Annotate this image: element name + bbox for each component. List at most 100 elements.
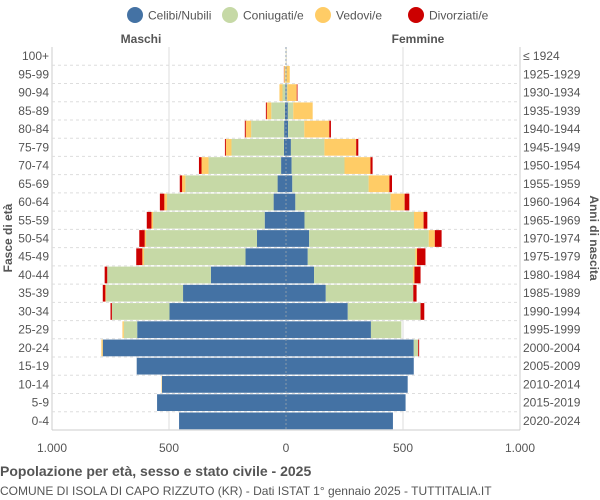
birth-year-label: 2005-2009	[523, 359, 581, 373]
birth-year-label: 1930-1934	[523, 86, 581, 100]
bar-female-2-90-94	[287, 84, 297, 101]
x-tick-label: 0	[283, 441, 290, 455]
bar-female-2-45-49	[415, 248, 418, 266]
bar-female-0-60-64	[286, 193, 296, 211]
bar-female-0-5-9	[286, 394, 406, 412]
bar-male-0-75-79	[283, 138, 286, 156]
bar-female-0-15-19	[286, 357, 414, 375]
birth-year-label: 1945-1949	[523, 140, 581, 154]
age-label: 5-9	[32, 396, 50, 410]
bar-male-3-80-84	[244, 120, 246, 138]
birth-year-label: ≤ 1924	[523, 49, 560, 63]
legend-marker	[127, 7, 143, 23]
birth-year-label: 1935-1939	[523, 104, 581, 118]
x-tick-label: 1.000	[505, 441, 535, 455]
bar-male-1-60-64	[166, 193, 274, 211]
bar-female-3-75-79	[356, 138, 359, 156]
bar-male-3-35-39	[102, 284, 106, 302]
bar-male-0-15-19	[136, 357, 286, 375]
bar-male-3-40-44	[104, 266, 108, 284]
bar-male-2-55-59	[151, 211, 154, 229]
bar-male-1-95-99	[285, 65, 286, 83]
bar-male-3-65-69	[179, 175, 183, 193]
bar-female-3-30-34	[420, 303, 425, 320]
bar-male-3-30-34	[110, 303, 112, 320]
bar-female-1-60-64	[295, 193, 391, 211]
legend-label: Celibi/Nubili	[148, 9, 211, 23]
legend-marker	[315, 7, 331, 23]
bar-female-1-35-39	[325, 284, 414, 302]
bar-male-3-50-54	[139, 230, 145, 247]
birth-year-label: 1995-1999	[523, 323, 581, 337]
bar-female-0-45-49	[286, 248, 308, 266]
bar-male-2-95-99	[284, 65, 286, 83]
age-label: 95-99	[18, 67, 49, 81]
bar-male-3-45-49	[136, 248, 143, 266]
bar-male-1-30-34	[111, 303, 170, 320]
age-label: 100+	[22, 49, 49, 63]
age-label: 15-19	[18, 359, 49, 373]
bar-female-2-55-59	[413, 211, 424, 229]
bar-female-1-20-24	[413, 339, 419, 357]
age-label: 45-49	[18, 250, 49, 264]
bar-male-2-25-29	[122, 321, 124, 339]
bar-male-1-85-89	[271, 102, 285, 120]
bar-male-0-65-69	[277, 175, 286, 193]
age-label: 90-94	[18, 86, 49, 100]
legend-marker	[222, 7, 238, 23]
bar-female-3-60-64	[404, 193, 410, 211]
birth-year-label: 1965-1969	[523, 213, 581, 227]
bar-female-0-80-84	[286, 120, 289, 138]
bar-male-3-85-89	[265, 102, 267, 120]
y-axis-title-right: Anni di nascita	[587, 195, 600, 281]
bar-male-2-90-94	[279, 84, 283, 101]
bar-male-2-85-89	[266, 102, 272, 120]
bar-female-0-35-39	[286, 284, 326, 302]
chart-subtitle: COMUNE DI ISOLA DI CAPO RIZZUTO (KR) - D…	[0, 484, 492, 498]
bar-male-1-50-54	[146, 230, 257, 247]
age-label: 10-14	[18, 377, 49, 391]
birth-year-label: 1940-1944	[523, 122, 581, 136]
bar-female-1-75-79	[290, 138, 325, 156]
bar-female-3-70-74	[370, 157, 373, 174]
bar-male-1-40-44	[107, 266, 211, 284]
bar-female-2-65-69	[368, 175, 390, 193]
bar-male-2-75-79	[225, 138, 232, 156]
axis-labels: 1.000 500 0 500 1.000 100+ ≤ 1924 95-99 1925-192…	[18, 49, 580, 455]
bar-male-2-65-69	[182, 175, 186, 193]
bar-male-0-50-54	[256, 230, 286, 247]
birth-year-label: 2015-2019	[523, 396, 581, 410]
bar-female-0-25-29	[286, 321, 371, 339]
bar-male-3-55-59	[146, 211, 152, 229]
birth-year-label: 1980-1984	[523, 268, 581, 282]
bar-female-0-10-14	[286, 376, 408, 393]
age-label: 30-34	[18, 304, 49, 318]
bar-male-2-20-24	[101, 339, 103, 357]
bar-male-0-70-74	[281, 157, 286, 174]
legend-label: Coniugati/e	[243, 9, 304, 23]
birth-year-label: 1950-1954	[523, 159, 581, 173]
birth-year-label: 1955-1959	[523, 177, 581, 191]
bar-male-0-35-39	[183, 284, 286, 302]
bar-female-2-75-79	[324, 138, 357, 156]
bar-male-0-55-59	[264, 211, 286, 229]
bar-male-0-0-4	[179, 412, 286, 430]
bar-female-3-65-69	[389, 175, 393, 193]
bar-female-0-40-44	[286, 266, 315, 284]
bar-female-2-40-44	[413, 266, 415, 284]
bar-male-1-75-79	[231, 138, 284, 156]
bar-female-2-80-84	[304, 120, 330, 138]
bar-male-1-35-39	[106, 284, 184, 302]
bar-female-2-60-64	[390, 193, 405, 211]
bar-female-0-85-89	[286, 102, 288, 120]
birth-year-label: 1975-1979	[523, 250, 581, 264]
bar-female-1-80-84	[288, 120, 305, 138]
bar-female-0-75-79	[286, 138, 291, 156]
age-label: 40-44	[18, 268, 49, 282]
bar-male-2-50-54	[144, 230, 147, 247]
bar-female-1-45-49	[307, 248, 416, 266]
bar-female-1-50-54	[309, 230, 429, 247]
bar-female-3-35-39	[413, 284, 417, 302]
bar-female-2-85-89	[293, 102, 313, 120]
